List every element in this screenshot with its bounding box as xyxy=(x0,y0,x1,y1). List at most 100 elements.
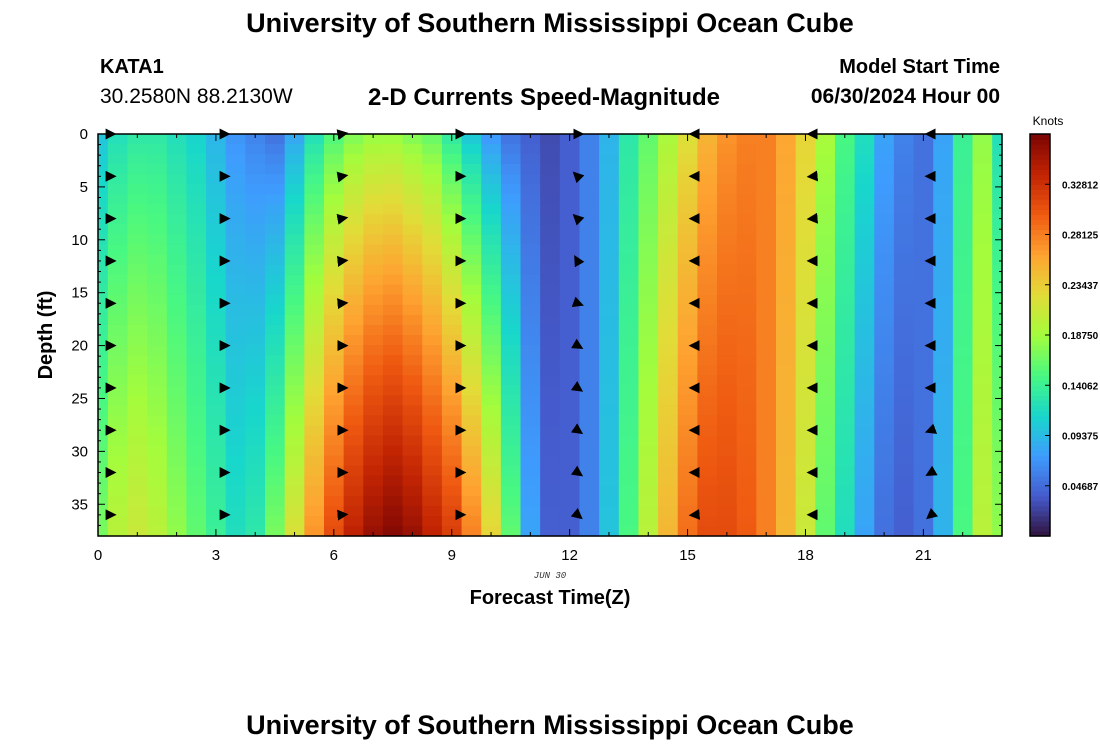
heatmap-cell xyxy=(992,485,1003,497)
heatmap-cell xyxy=(658,475,679,487)
colorbar-segment xyxy=(1030,324,1050,331)
heatmap-cell xyxy=(304,465,325,477)
heatmap-cell xyxy=(127,254,148,266)
heatmap-cell xyxy=(206,284,227,296)
heatmap-cell xyxy=(98,144,109,155)
heatmap-cell xyxy=(540,515,561,527)
heatmap-cell xyxy=(206,465,227,477)
heatmap-cell xyxy=(127,154,148,165)
heatmap-cell xyxy=(952,505,974,517)
colorbar-segment xyxy=(1030,490,1050,497)
heatmap-cell xyxy=(579,525,600,537)
heatmap-cell xyxy=(874,345,895,356)
heatmap-cell xyxy=(913,445,934,457)
heatmap-cell xyxy=(304,385,325,396)
heatmap-cell xyxy=(402,274,423,286)
heatmap-cell xyxy=(147,184,168,195)
heatmap-cell xyxy=(677,254,698,266)
heatmap-cell xyxy=(776,425,797,437)
heatmap-cell xyxy=(697,345,718,356)
x-tick-label: 12 xyxy=(561,547,578,564)
heatmap-cell xyxy=(874,244,895,256)
heatmap-cell xyxy=(795,174,816,185)
heatmap-cell xyxy=(225,385,246,396)
heatmap-cell xyxy=(952,154,974,165)
heatmap-cell xyxy=(107,335,129,346)
heatmap-cell xyxy=(245,244,266,256)
heatmap-cell xyxy=(972,365,993,376)
heatmap-cell xyxy=(697,435,718,447)
heatmap-cell xyxy=(265,284,286,296)
heatmap-cell xyxy=(952,435,974,447)
heatmap-cell xyxy=(658,385,679,396)
heatmap-cell xyxy=(972,234,993,246)
heatmap-cell xyxy=(225,435,246,447)
heatmap-cell xyxy=(952,224,974,236)
heatmap-cell xyxy=(599,294,620,306)
heatmap-cell xyxy=(186,355,207,366)
heatmap-cell xyxy=(363,314,384,326)
heatmap-cell xyxy=(481,324,502,336)
heatmap-cell xyxy=(461,164,482,175)
heatmap-cell xyxy=(579,505,600,517)
heatmap-cell xyxy=(402,515,423,527)
heatmap-cell xyxy=(166,164,188,175)
heatmap-cell xyxy=(874,134,895,145)
heatmap-cell xyxy=(324,214,345,226)
heatmap-cell xyxy=(893,184,915,195)
heatmap-cell xyxy=(540,485,561,497)
heatmap-cell xyxy=(107,415,129,427)
heatmap-cell xyxy=(697,274,718,286)
heatmap-cell xyxy=(481,244,502,256)
heatmap-cell xyxy=(225,284,246,296)
heatmap-cell xyxy=(933,324,954,336)
heatmap-cell xyxy=(245,174,266,185)
heatmap-cell xyxy=(382,134,404,145)
heatmap-cell xyxy=(874,405,895,416)
heatmap-cell xyxy=(402,324,423,336)
heatmap-cell xyxy=(992,385,1003,396)
heatmap-cell xyxy=(107,234,129,246)
heatmap-cell xyxy=(736,284,757,296)
heatmap-cell xyxy=(265,465,286,477)
heatmap-cell xyxy=(343,475,364,487)
heatmap-cell xyxy=(815,314,836,326)
heatmap-cell xyxy=(579,515,600,527)
heatmap-cell xyxy=(422,395,443,406)
heatmap-cell xyxy=(697,395,718,406)
heatmap-cell xyxy=(127,505,148,517)
heatmap-cell xyxy=(147,164,168,175)
heatmap-cell xyxy=(166,475,188,487)
heatmap-cell xyxy=(795,515,816,527)
heatmap-cell xyxy=(98,224,109,236)
heatmap-cell xyxy=(913,415,934,427)
heatmap-cell xyxy=(245,405,266,416)
heatmap-cell xyxy=(540,385,561,396)
heatmap-cell xyxy=(265,515,286,527)
colorbar-segment xyxy=(1030,274,1050,281)
heatmap-cell xyxy=(402,214,423,226)
heatmap-cell xyxy=(834,505,856,517)
heatmap-cell xyxy=(540,274,561,286)
heatmap-cell xyxy=(638,505,659,517)
heatmap-cell xyxy=(559,284,581,296)
heatmap-cell xyxy=(107,304,129,316)
heatmap-cell xyxy=(677,284,698,296)
heatmap-cell xyxy=(402,485,423,497)
heatmap-cell xyxy=(972,385,993,396)
heatmap-cell xyxy=(265,525,286,537)
heatmap-cell xyxy=(638,244,659,256)
heatmap-cell xyxy=(265,244,286,256)
heatmap-cell xyxy=(795,224,816,236)
heatmap-cell xyxy=(265,214,286,226)
heatmap-cell xyxy=(795,194,816,205)
heatmap-cell xyxy=(677,435,698,447)
heatmap-cell xyxy=(186,415,207,427)
heatmap-cell xyxy=(854,365,875,376)
colorbar-segment xyxy=(1030,385,1050,391)
heatmap-cell xyxy=(677,144,698,155)
heatmap-cell xyxy=(992,515,1003,527)
heatmap-cell xyxy=(776,505,797,517)
heatmap-cell xyxy=(756,425,777,437)
heatmap-cell xyxy=(382,234,404,246)
